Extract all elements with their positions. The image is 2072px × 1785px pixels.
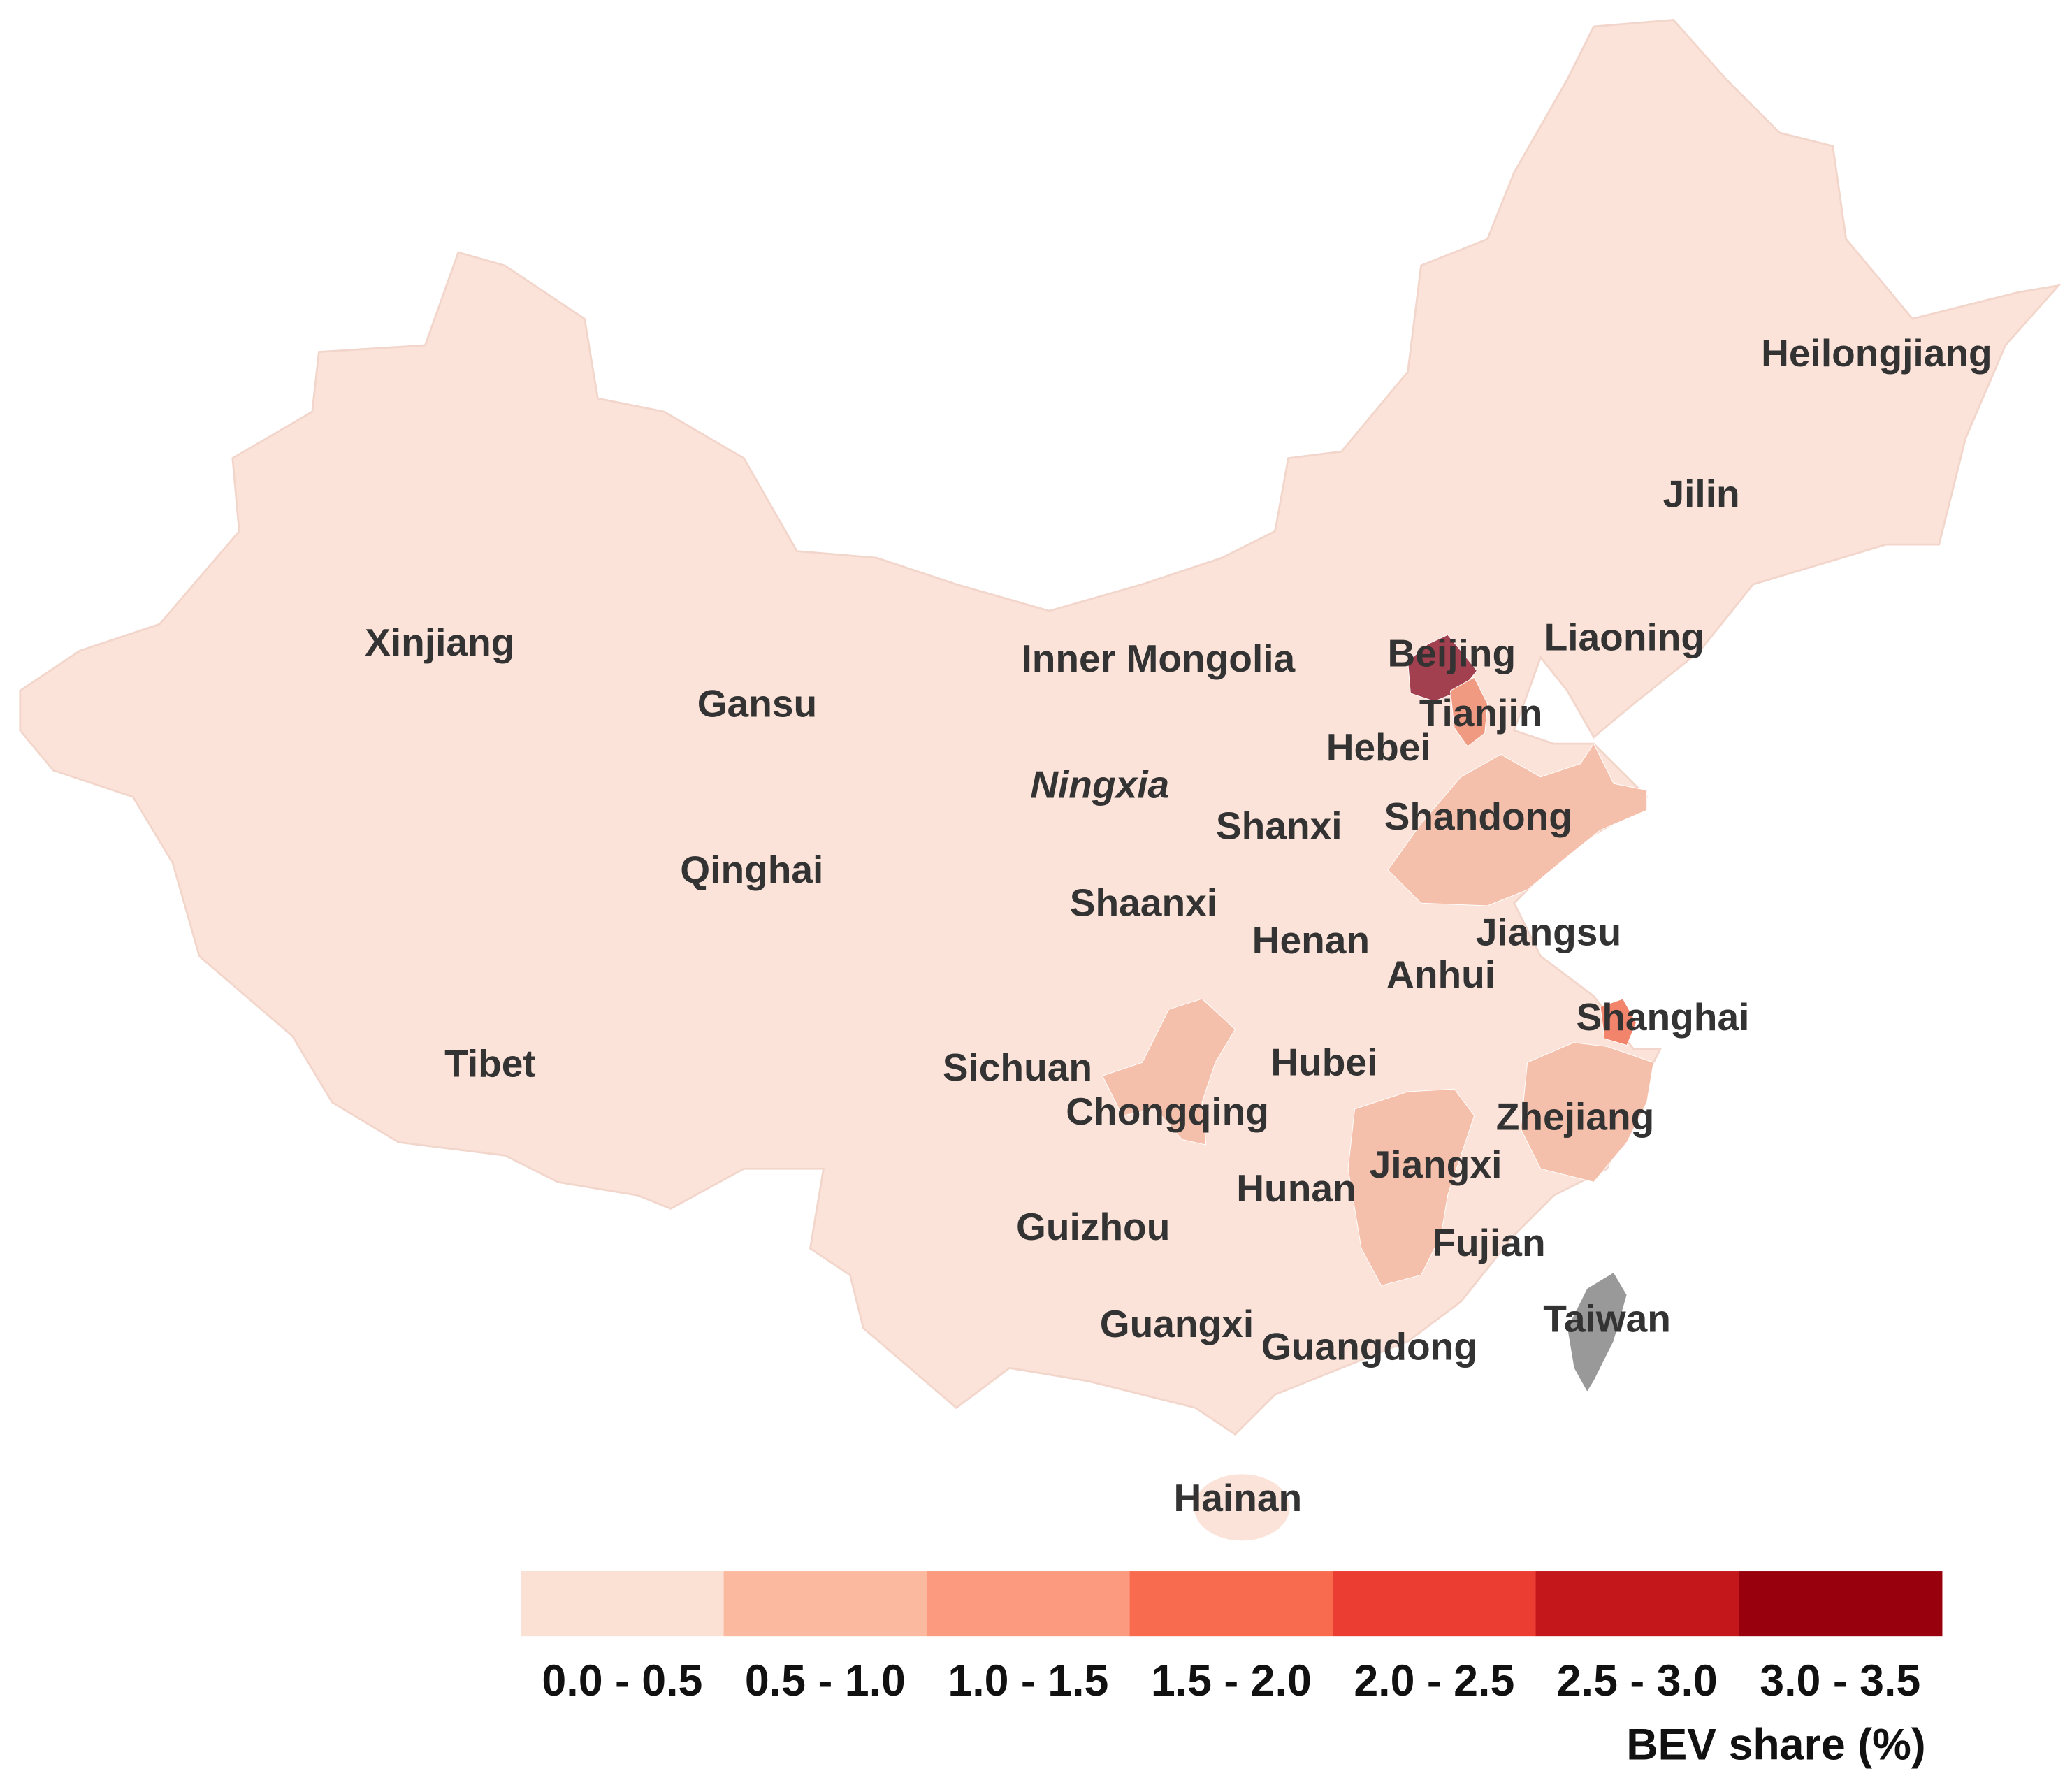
province-label: Guizhou (1016, 1205, 1170, 1248)
province-patches (1101, 634, 1654, 1393)
hainan-shape (1194, 1474, 1290, 1541)
province-label: Gansu (697, 682, 817, 725)
province-label: Qinghai (680, 848, 823, 891)
province-label: Shanxi (1216, 804, 1342, 847)
legend-label: 0.5 - 1.0 (745, 1656, 906, 1705)
province-labels: Heilongjiang Jilin Liaoning Xinjiang Gansu In… (365, 331, 1992, 1519)
province-shape (1600, 998, 1637, 1046)
province-label: Jiangxi (1370, 1143, 1502, 1186)
province-label: Taiwan (1543, 1296, 1671, 1340)
province-label: Shandong (1384, 795, 1572, 838)
legend-swatch (927, 1571, 1131, 1637)
province-label: Tibet (444, 1042, 536, 1085)
province-label: Henan (1252, 918, 1370, 962)
legend-label: 1.5 - 2.0 (1151, 1656, 1312, 1705)
province-label: Jiangsu (1476, 910, 1621, 953)
province-label: Beijing (1387, 631, 1516, 674)
province-label: Hebei (1326, 725, 1431, 769)
legend-swatch (521, 1571, 725, 1637)
province-label: Xinjiang (365, 621, 514, 664)
province-label: Guangdong (1261, 1324, 1477, 1368)
legend-swatch (1333, 1571, 1537, 1637)
province-label: Chongqing (1066, 1090, 1269, 1133)
legend-swatch (723, 1571, 928, 1637)
province-label: Shanghai (1576, 995, 1749, 1039)
province-label: Hubei (1270, 1041, 1377, 1084)
province-shape (1520, 1042, 1654, 1183)
province-label: Inner Mongolia (1021, 637, 1295, 680)
province-shape (1407, 634, 1478, 702)
legend-swatch (1739, 1571, 1943, 1637)
province-label: Liaoning (1544, 616, 1705, 659)
province-label: Anhui (1386, 953, 1495, 996)
province-shape (1449, 677, 1488, 747)
legend: 0.0 - 0.5 0.5 - 1.0 1.0 - 1.5 1.5 - 2.0 2.0 … (521, 1571, 1943, 1769)
province-label: Heilongjiang (1761, 331, 1992, 375)
legend-swatch (1535, 1571, 1739, 1637)
province-label: Tianjin (1419, 691, 1543, 735)
province-label: Hainan (1174, 1476, 1303, 1519)
province-label: Shaanxi (1070, 881, 1217, 925)
province-label: Guangxi (1100, 1302, 1254, 1345)
legend-label: 2.0 - 2.5 (1354, 1656, 1514, 1705)
legend-swatch (1129, 1571, 1334, 1637)
province-label: Hunan (1236, 1166, 1356, 1210)
legend-label: 0.0 - 0.5 (542, 1656, 702, 1705)
province-label: Zhejiang (1496, 1095, 1655, 1139)
legend-label: 2.5 - 3.0 (1557, 1656, 1718, 1705)
province-label: Fujian (1432, 1221, 1545, 1264)
province-shape (1567, 1271, 1628, 1393)
province-shape (1387, 743, 1648, 906)
province-label: Ningxia (1030, 763, 1169, 806)
legend-label: 3.0 - 3.5 (1760, 1656, 1920, 1705)
province-shape (1347, 1088, 1475, 1287)
province-shape (1101, 998, 1236, 1146)
province-label: Sichuan (943, 1046, 1092, 1089)
legend-title: BEV share (%) (1626, 1720, 1926, 1769)
legend-label: 1.0 - 1.5 (948, 1656, 1108, 1705)
province-label: Jilin (1662, 472, 1739, 515)
